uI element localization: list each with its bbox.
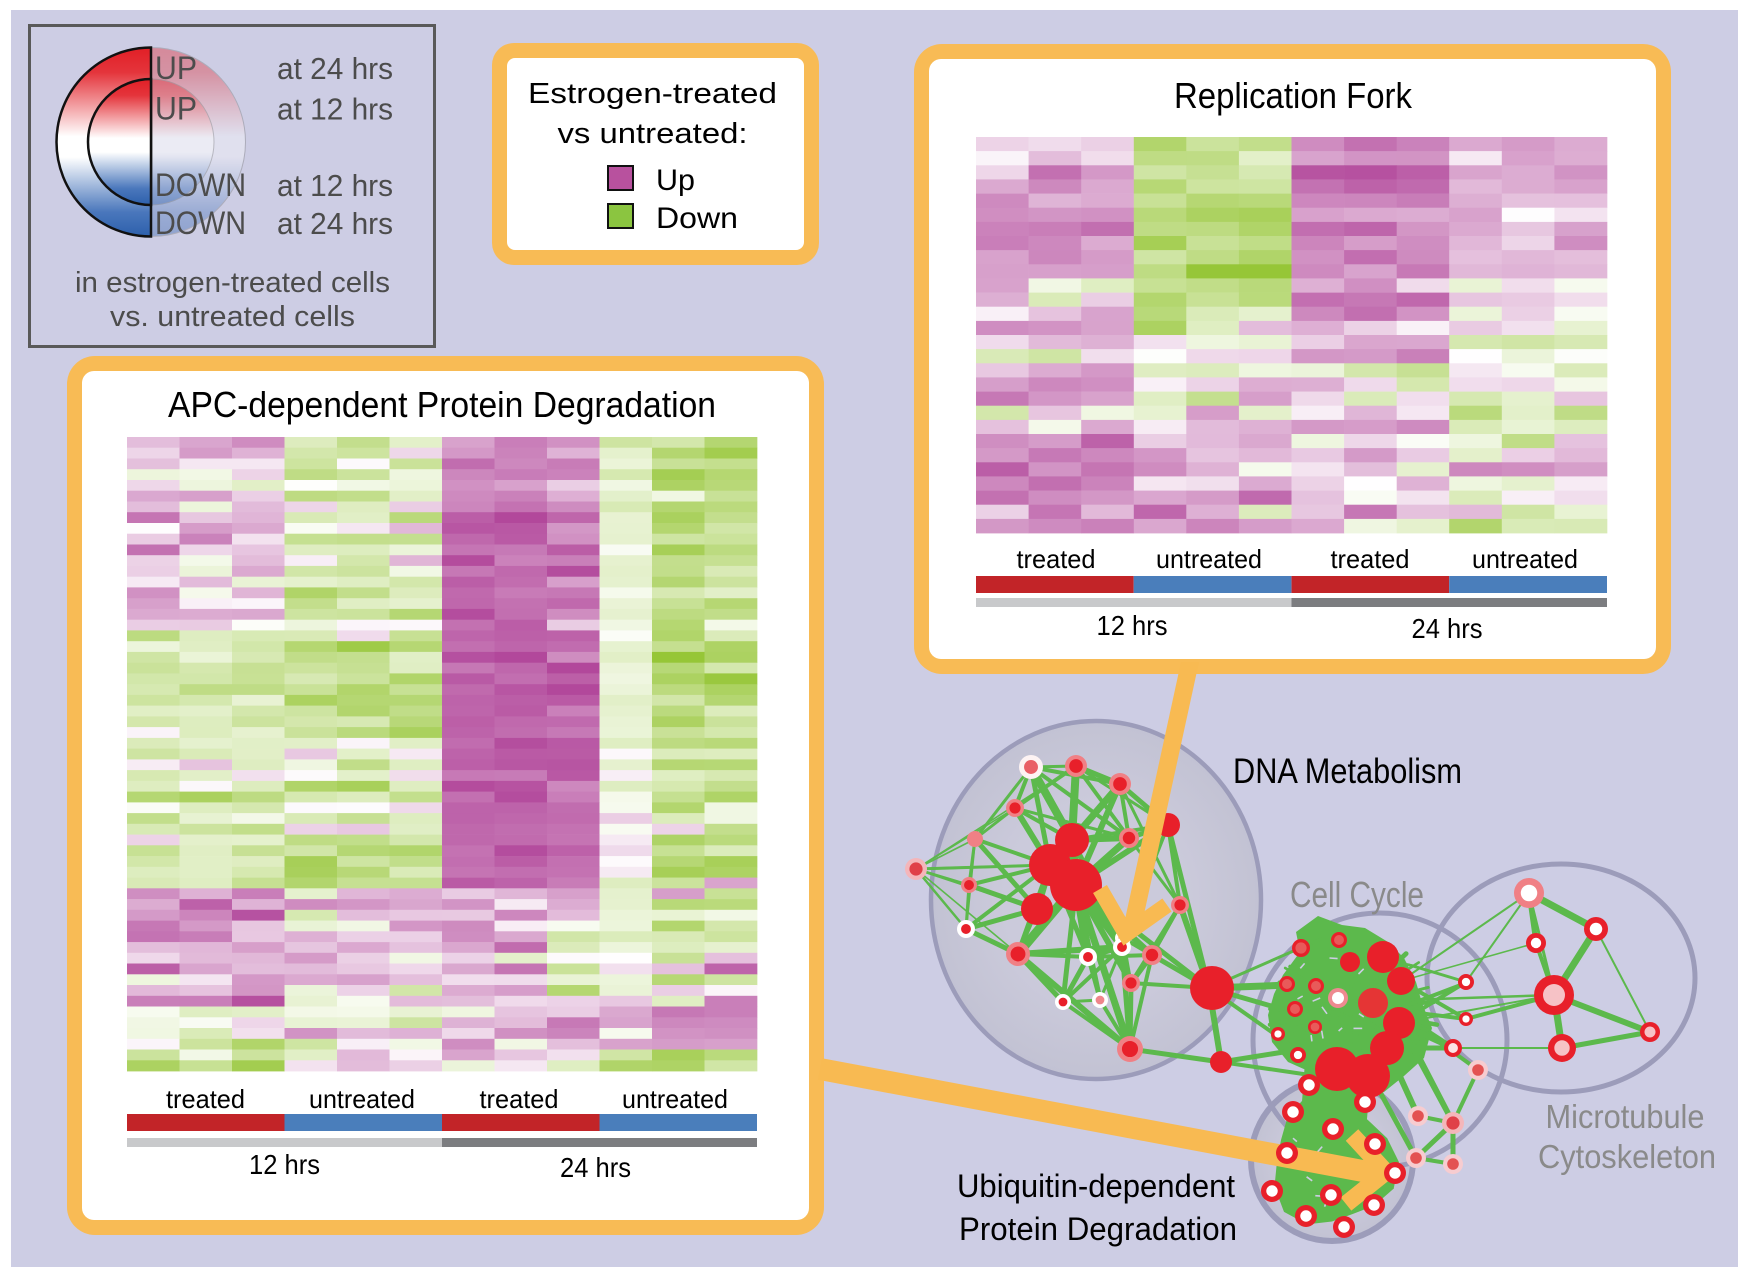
svg-text:DOWN: DOWN [155,167,246,203]
svg-text:untreated: untreated [1156,544,1262,574]
svg-text:Cell Cycle: Cell Cycle [1290,874,1424,915]
svg-text:Down: Down [656,202,738,235]
svg-text:at 24 hrs: at 24 hrs [277,51,393,86]
svg-text:at 24 hrs: at 24 hrs [277,206,393,241]
svg-text:APC-dependent Protein Degradat: APC-dependent Protein Degradation [168,384,716,425]
svg-text:untreated: untreated [622,1084,728,1114]
svg-text:Ubiquitin-dependent: Ubiquitin-dependent [957,1168,1235,1204]
svg-text:Replication Fork: Replication Fork [1174,75,1413,116]
svg-text:vs untreated:: vs untreated: [558,118,748,150]
svg-text:Protein Degradation: Protein Degradation [959,1211,1237,1247]
svg-text:UP: UP [155,50,197,86]
svg-text:in estrogen-treated cells: in estrogen-treated cells [75,267,390,299]
svg-text:12 hrs: 12 hrs [1097,610,1168,641]
svg-text:Up: Up [656,164,695,197]
svg-text:untreated: untreated [1472,544,1578,574]
svg-text:vs. untreated cells: vs. untreated cells [110,301,355,333]
svg-text:Microtubule: Microtubule [1546,1098,1705,1135]
svg-text:24 hrs: 24 hrs [1412,613,1483,644]
svg-text:12 hrs: 12 hrs [249,1149,320,1180]
svg-text:24 hrs: 24 hrs [560,1152,631,1183]
svg-text:UP: UP [155,91,197,127]
svg-text:treated: treated [480,1084,559,1114]
svg-text:at 12 hrs: at 12 hrs [277,168,393,203]
svg-text:treated: treated [1017,544,1096,574]
svg-text:Estrogen-treated: Estrogen-treated [528,78,777,110]
svg-text:untreated: untreated [309,1084,415,1114]
svg-text:at 12 hrs: at 12 hrs [277,92,393,127]
svg-text:DOWN: DOWN [155,205,246,241]
svg-text:Cytoskeleton: Cytoskeleton [1538,1138,1716,1175]
svg-text:DNA Metabolism: DNA Metabolism [1233,752,1462,791]
svg-text:treated: treated [1331,544,1410,574]
svg-text:treated: treated [166,1084,245,1114]
